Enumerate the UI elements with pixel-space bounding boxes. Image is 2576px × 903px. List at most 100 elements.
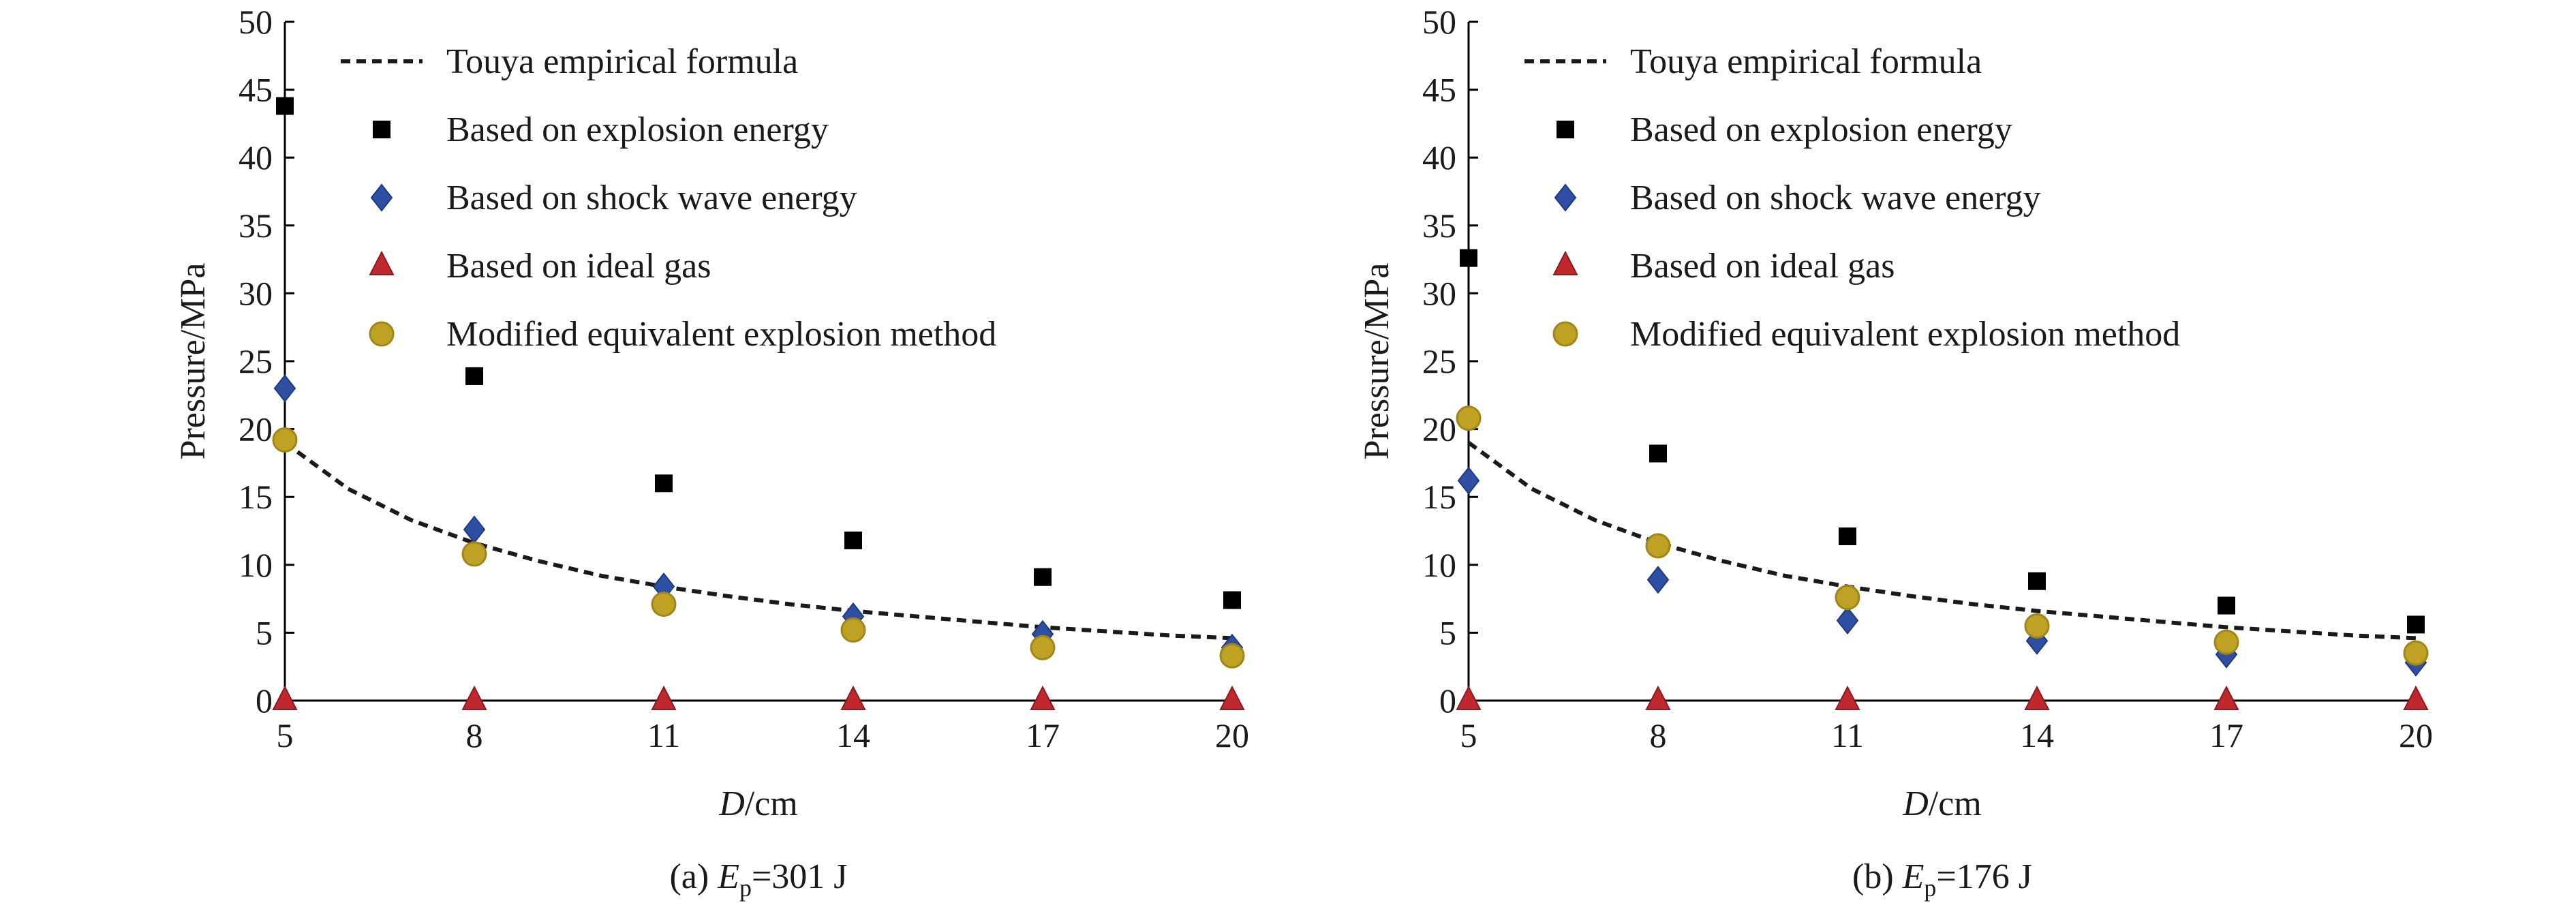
data-point-square <box>1034 568 1052 586</box>
data-point-square <box>1649 444 1667 463</box>
data-point-circle <box>2403 640 2429 666</box>
x-tick-label: 20 <box>1215 716 1249 754</box>
x-axis-unit: /cm <box>1929 784 1982 823</box>
caption-suffix: =176 J <box>1936 857 2032 896</box>
y-tick-label: 25 <box>1422 342 1456 380</box>
data-point-triangle <box>1835 685 1860 710</box>
data-point-triangle <box>1456 685 1482 710</box>
y-tick-label: 25 <box>239 342 273 380</box>
caption-variable: E <box>1902 857 1925 896</box>
x-tick-label: 14 <box>836 716 870 754</box>
legend-marker-circle <box>369 321 395 347</box>
touya-curve <box>1467 441 2417 641</box>
caption-subscript: p <box>1924 874 1936 902</box>
y-tick-label: 30 <box>1422 274 1456 312</box>
y-axis-title: Pressure/MPa <box>174 263 213 460</box>
legend-label: Modified equivalent explosion method <box>446 315 996 354</box>
legend-marker-triangle <box>1552 250 1578 275</box>
data-point-square <box>844 531 862 549</box>
y-tick-label: 10 <box>239 546 273 584</box>
y-tick-label: 5 <box>1439 613 1456 652</box>
data-point-square <box>655 474 673 493</box>
x-axis-title: D/cm <box>718 784 798 823</box>
data-point-square <box>1460 249 1477 267</box>
x-tick-label: 17 <box>1026 716 1060 754</box>
data-point-triangle <box>461 685 487 710</box>
y-tick-label: 20 <box>1422 410 1456 448</box>
data-point-diamond <box>1646 566 1670 594</box>
y-axis-title: Pressure/MPa <box>1358 263 1396 460</box>
touya-curve <box>283 441 1233 641</box>
y-tick-label: 45 <box>239 71 273 109</box>
data-point-diamond <box>273 374 296 403</box>
x-tick-label: 8 <box>466 716 483 754</box>
x-tick-label: 11 <box>647 716 680 754</box>
data-point-triangle <box>2403 685 2429 710</box>
data-point-triangle <box>840 685 866 710</box>
y-tick-label: 5 <box>256 613 273 652</box>
data-point-circle <box>461 541 487 567</box>
data-point-circle <box>840 617 866 643</box>
legend-marker-triangle <box>369 250 395 275</box>
legend-label: Modified equivalent explosion method <box>1630 315 2180 354</box>
data-point-circle <box>1030 634 1056 660</box>
data-point-square <box>2028 572 2046 590</box>
legend-marker-circle <box>1552 321 1578 347</box>
caption-suffix: =301 J <box>752 857 848 896</box>
x-axis-title: D/cm <box>1902 784 1982 823</box>
y-tick-label: 50 <box>1422 3 1456 41</box>
data-point-square <box>2407 615 2425 634</box>
data-point-diamond <box>1457 466 1480 495</box>
x-tick-label: 8 <box>1650 716 1667 754</box>
legend-label: Touya empirical formula <box>1630 42 1982 81</box>
y-tick-label: 15 <box>239 478 273 516</box>
data-point-circle <box>651 592 677 617</box>
x-tick-label: 20 <box>2399 716 2433 754</box>
data-point-circle <box>2213 629 2239 655</box>
x-tick-label: 11 <box>1831 716 1864 754</box>
x-tick-label: 5 <box>277 716 294 754</box>
data-point-circle <box>1456 405 1482 431</box>
panel-caption: (a) Ep=301 J <box>669 857 847 902</box>
data-point-diamond <box>1836 606 1859 635</box>
y-tick-label: 0 <box>1439 682 1456 720</box>
y-tick-label: 0 <box>256 682 273 720</box>
y-tick-label: 10 <box>1422 546 1456 584</box>
data-point-square <box>1223 591 1241 609</box>
x-tick-label: 5 <box>1460 716 1477 754</box>
x-tick-label: 14 <box>2020 716 2054 754</box>
y-tick-label: 35 <box>239 206 273 245</box>
legend-marker-square <box>373 121 390 138</box>
x-axis-variable: D <box>718 784 745 823</box>
data-point-triangle <box>272 685 298 710</box>
data-point-square <box>2218 596 2235 615</box>
data-point-circle <box>272 427 298 453</box>
data-point-circle <box>2024 613 2050 639</box>
data-point-square <box>276 97 294 115</box>
legend-marker-square <box>1557 121 1574 138</box>
legend-marker-diamond <box>370 183 393 212</box>
legend-label: Based on explosion energy <box>446 110 829 149</box>
legend-label: Touya empirical formula <box>446 42 798 81</box>
x-tick-label: 17 <box>2209 716 2243 754</box>
y-tick-label: 20 <box>239 410 273 448</box>
y-tick-label: 45 <box>1422 71 1456 109</box>
data-point-triangle <box>1645 685 1671 710</box>
y-tick-label: 15 <box>1422 478 1456 516</box>
legend-label: Based on ideal gas <box>446 247 711 286</box>
panel-caption: (b) Ep=176 J <box>1852 857 2032 902</box>
data-point-circle <box>1219 643 1245 669</box>
caption-prefix: (b) <box>1852 857 1903 896</box>
caption-variable: E <box>717 857 739 896</box>
y-tick-label: 40 <box>239 138 273 177</box>
legend: Touya empirical formula Based on explosio… <box>1524 42 2180 354</box>
data-point-triangle <box>1219 685 1245 710</box>
y-tick-label: 30 <box>239 274 273 312</box>
data-point-triangle <box>1030 685 1056 710</box>
legend-label: Based on ideal gas <box>1630 247 1895 286</box>
data-point-circle <box>1835 585 1860 611</box>
caption-subscript: p <box>739 874 752 902</box>
